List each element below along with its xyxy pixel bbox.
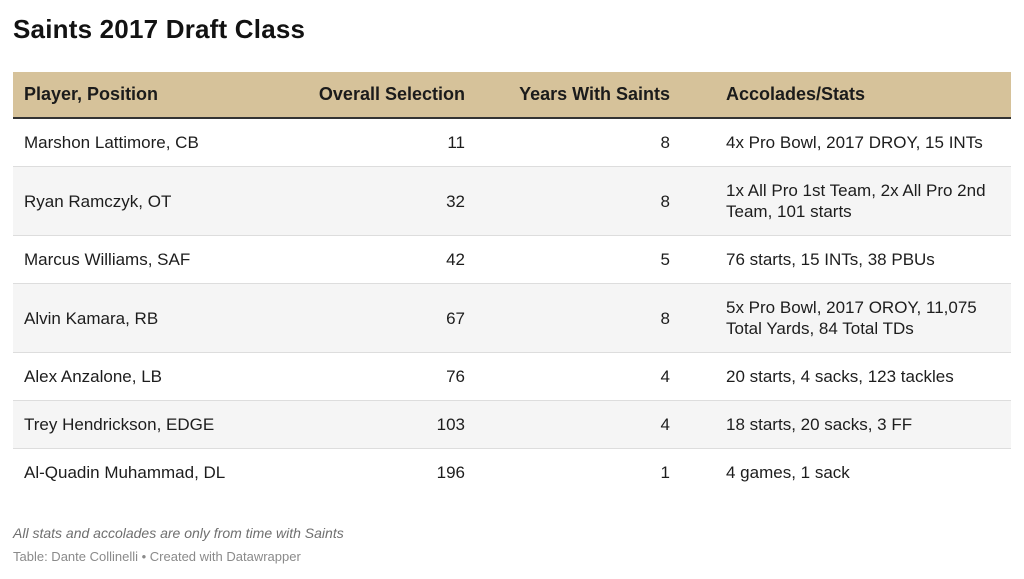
cell-years-with-saints: 8 [476,283,681,353]
cell-player: Trey Hendrickson, EDGE [13,400,281,449]
cell-accolades: 76 starts, 15 INTs, 38 PBUs [681,235,1011,284]
cell-player: Ryan Ramczyk, OT [13,166,281,236]
cell-player: Al-Quadin Muhammad, DL [24,463,226,482]
column-header-accolades[interactable]: Accolades/Stats [681,72,1011,119]
cell-years-with-saints: 4 [476,400,681,449]
source-credit[interactable]: Table: Dante Collinelli • Created with D… [13,549,301,564]
table-header: Player, Position Overall Selection Years… [13,72,1011,119]
cell-accolades: 1x All Pro 1st Team, 2x All Pro 2nd Team… [681,166,1011,236]
column-header-overall-selection[interactable]: Overall Selection [281,72,476,119]
cell-player: Marcus Williams, SAF [13,235,281,284]
table-title: Saints 2017 Draft Class [13,14,306,44]
column-header-years-with-saints[interactable]: Years With Saints [476,72,681,119]
table-row: Marcus Williams, SAF 42 5 76 starts, 15 … [13,235,1011,284]
table-row: Alex Anzalone, LB 76 4 20 starts, 4 sack… [13,352,1011,401]
cell-overall-selection: 76 [281,352,476,401]
table-row: Trey Hendrickson, EDGE 103 4 18 starts, … [13,400,1011,449]
footnote: All stats and accolades are only from ti… [13,525,344,541]
cell-accolades: 20 starts, 4 sacks, 123 tackles [681,352,1011,401]
table-row: Al-Quadin Muhammad, DL 196 1 4 games, 1 … [13,449,1011,497]
cell-overall-selection: 42 [281,235,476,284]
cell-player: Alex Anzalone, LB [13,352,281,401]
draft-table: Player, Position Overall Selection Years… [13,72,1011,496]
table-row: Marshon Lattimore, CB 11 8 4x Pro Bowl, … [13,118,1011,167]
cell-years-with-saints: 8 [476,118,681,167]
cell-overall-selection: 103 [281,400,476,449]
cell-years-with-saints: 1 [660,463,670,482]
cell-overall-selection: 67 [281,283,476,353]
header-row: Player, Position Overall Selection Years… [13,72,1011,119]
cell-overall-selection: 196 [436,463,465,482]
cell-player: Alvin Kamara, RB [13,283,281,353]
cell-overall-selection: 11 [281,118,476,167]
cell-accolades: 4x Pro Bowl, 2017 DROY, 15 INTs [681,118,1011,167]
cell-player: Marshon Lattimore, CB [13,118,281,167]
cell-accolades: 4 games, 1 sack [726,463,850,482]
cell-years-with-saints: 8 [476,166,681,236]
cell-overall-selection: 32 [281,166,476,236]
column-header-player[interactable]: Player, Position [13,72,281,119]
table-row: Alvin Kamara, RB 67 8 5x Pro Bowl, 2017 … [13,283,1011,353]
cell-accolades: 18 starts, 20 sacks, 3 FF [681,400,1011,449]
table-row: Ryan Ramczyk, OT 32 8 1x All Pro 1st Tea… [13,166,1011,236]
cell-years-with-saints: 4 [476,352,681,401]
cell-years-with-saints: 5 [476,235,681,284]
table-body: Marshon Lattimore, CB 11 8 4x Pro Bowl, … [13,118,1011,496]
cell-accolades: 5x Pro Bowl, 2017 OROY, 11,075 Total Yar… [681,283,1011,353]
